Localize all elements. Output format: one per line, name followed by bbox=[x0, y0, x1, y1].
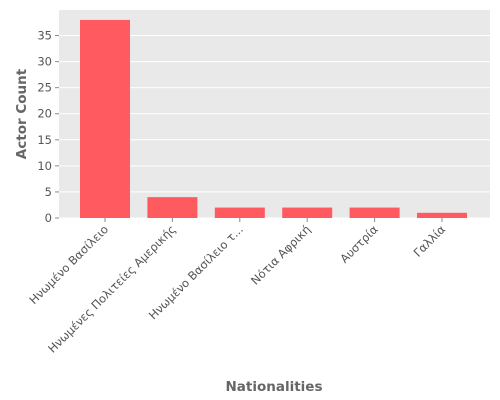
y-tick-label: 35 bbox=[37, 29, 52, 43]
x-tick-label: Νότια Αφρική bbox=[248, 222, 313, 287]
y-tick-label: 20 bbox=[37, 107, 52, 121]
bar-4 bbox=[282, 207, 333, 218]
x-axis-title: Nationalities bbox=[225, 379, 322, 395]
y-axis-ticks: 0 5 10 15 20 25 30 35 bbox=[37, 29, 59, 225]
x-tick-label: Ηνωμένες Πολιτείες Αμερικής bbox=[45, 222, 178, 355]
gridlines bbox=[59, 35, 490, 219]
x-tick-label: Αυστρία bbox=[337, 222, 381, 266]
bar-1 bbox=[80, 19, 130, 219]
bar-5 bbox=[349, 207, 400, 218]
bar-3 bbox=[214, 207, 265, 218]
y-tick-label: 5 bbox=[45, 185, 52, 199]
y-tick-label: 25 bbox=[37, 81, 52, 95]
bar-2 bbox=[147, 197, 198, 218]
bars bbox=[80, 19, 467, 219]
bar-6 bbox=[417, 212, 467, 218]
x-tick-label: Γαλλία bbox=[411, 222, 449, 260]
y-axis-title: Actor Count bbox=[14, 68, 30, 159]
y-tick-label: 10 bbox=[37, 159, 52, 173]
y-tick-label: 15 bbox=[37, 133, 52, 147]
y-tick-label: 0 bbox=[45, 211, 52, 225]
y-tick-label: 30 bbox=[37, 55, 52, 69]
